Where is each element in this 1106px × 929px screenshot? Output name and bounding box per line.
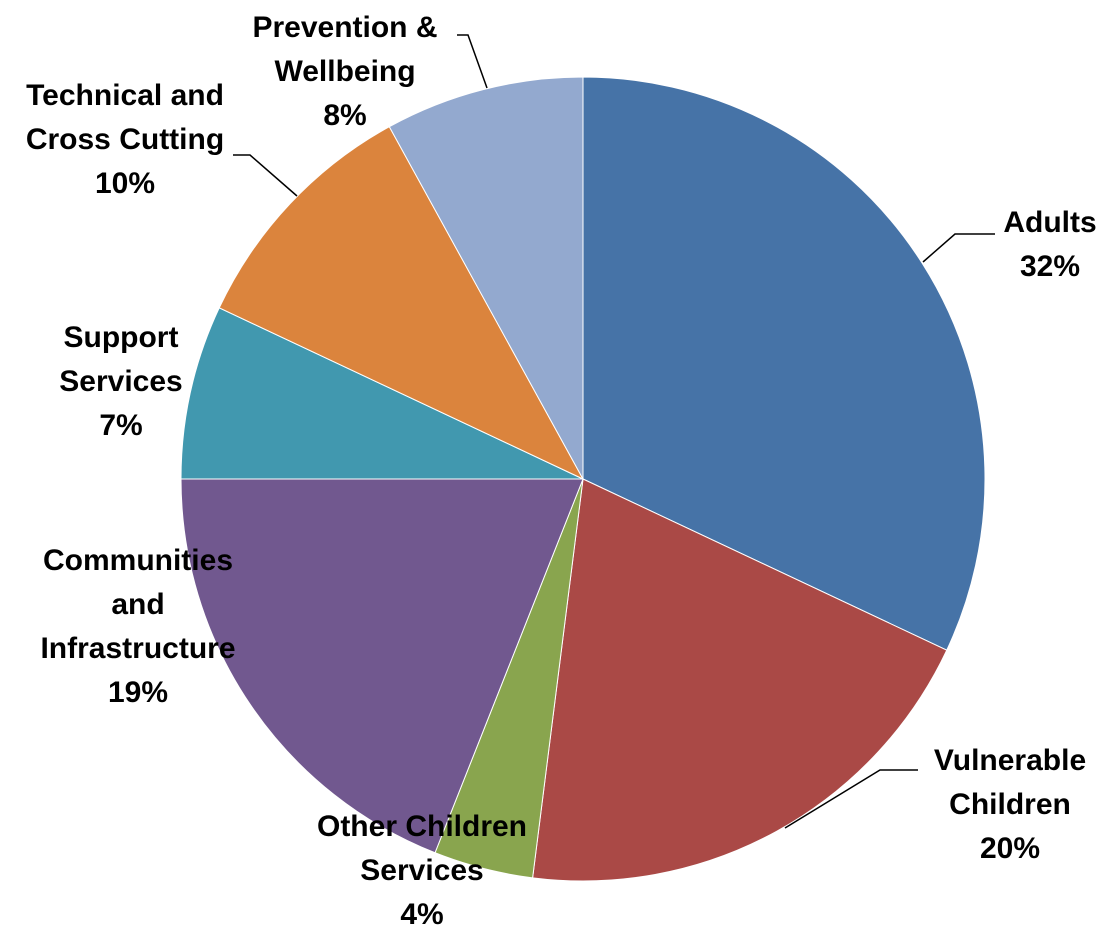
data-label-name: Support — [64, 321, 179, 354]
data-label-name: Children — [949, 788, 1071, 821]
slice-label: Adults 32% — [1003, 206, 1096, 283]
data-label-percent: 20% — [980, 832, 1040, 865]
pie-slice-communities-and-infrastructure — [180, 478, 584, 854]
data-label-name: Infrastructure — [40, 632, 235, 665]
slice-label: Communities and Infrastructure 19% — [40, 544, 235, 709]
leader-line — [233, 154, 298, 197]
pie-slice-adults — [582, 76, 986, 651]
slice-label: Vulnerable Children 20% — [934, 744, 1086, 865]
data-label-percent: 4% — [400, 898, 443, 929]
slice-label: Technical and Cross Cutting 10% — [26, 79, 224, 200]
data-label-name: and — [111, 588, 164, 621]
data-label-percent: 7% — [99, 409, 142, 442]
pie-slice-vulnerable-children — [532, 478, 948, 882]
data-label-name: Vulnerable — [934, 744, 1086, 777]
leader-lines — [233, 34, 995, 829]
leader-line — [922, 233, 995, 263]
data-label-name: Cross Cutting — [26, 123, 224, 156]
pie-slice-technical-and-cross-cutting — [218, 126, 585, 481]
leader-line — [457, 34, 488, 89]
slice-label: Prevention & Wellbeing 8% — [252, 11, 437, 132]
data-label-name: Services — [59, 365, 182, 398]
data-label-name: Adults — [1003, 206, 1096, 239]
slice-label: Support Services 7% — [59, 321, 182, 442]
data-label-name: Prevention & — [252, 11, 437, 44]
pie-slice-support-services — [180, 307, 584, 480]
data-label-percent: 8% — [323, 99, 366, 132]
data-label-name: Wellbeing — [274, 55, 415, 88]
data-label-name: Technical and — [26, 79, 224, 112]
leader-line — [784, 769, 918, 829]
pie-slices — [180, 76, 986, 882]
data-label-name: Other Children — [317, 810, 527, 843]
data-label-percent: 10% — [95, 167, 155, 200]
slice-label: Other Children Services 4% — [317, 810, 527, 929]
data-label-percent: 19% — [108, 676, 168, 709]
data-label-name: Communities — [43, 544, 233, 577]
pie-slice-prevention-wellbeing — [388, 76, 584, 480]
data-label-percent: 32% — [1020, 250, 1080, 283]
slice-labels: Adults 32% Vulnerable Children 20% Other Chil… — [26, 11, 1097, 929]
data-label-name: Services — [360, 854, 483, 887]
